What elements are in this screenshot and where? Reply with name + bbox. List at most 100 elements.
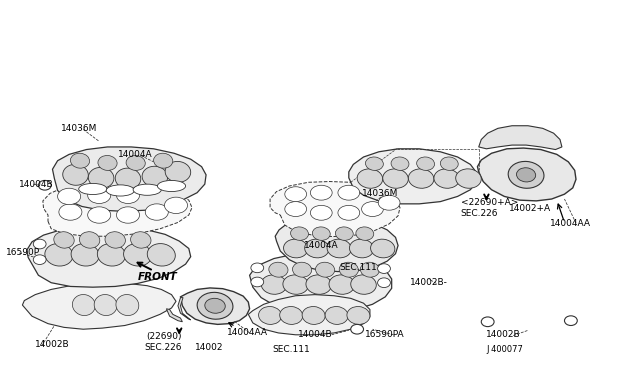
Ellipse shape — [310, 205, 332, 220]
Polygon shape — [166, 309, 182, 322]
Ellipse shape — [116, 295, 139, 315]
Ellipse shape — [347, 307, 370, 324]
Ellipse shape — [59, 204, 82, 220]
Ellipse shape — [291, 227, 308, 240]
Polygon shape — [43, 182, 192, 236]
Polygon shape — [275, 218, 398, 272]
Ellipse shape — [98, 155, 117, 170]
Ellipse shape — [205, 298, 225, 313]
Polygon shape — [477, 148, 576, 201]
Ellipse shape — [58, 188, 81, 205]
Ellipse shape — [365, 157, 383, 170]
Text: (22690): (22690) — [146, 332, 181, 341]
Ellipse shape — [325, 307, 348, 324]
Ellipse shape — [157, 180, 186, 192]
Ellipse shape — [88, 187, 111, 203]
Ellipse shape — [251, 263, 264, 273]
Text: 16590PA: 16590PA — [365, 330, 404, 339]
Ellipse shape — [434, 169, 460, 188]
Ellipse shape — [378, 264, 390, 273]
Ellipse shape — [251, 277, 264, 287]
Ellipse shape — [72, 295, 95, 315]
Ellipse shape — [88, 167, 114, 188]
Ellipse shape — [71, 244, 99, 266]
Ellipse shape — [116, 207, 140, 223]
Ellipse shape — [335, 227, 353, 240]
Text: 14036M: 14036M — [61, 124, 97, 133]
Text: J 400077: J 400077 — [486, 345, 524, 354]
Text: 14002B-: 14002B- — [410, 278, 447, 287]
Ellipse shape — [79, 183, 107, 195]
Ellipse shape — [351, 324, 364, 334]
Ellipse shape — [285, 187, 307, 202]
Ellipse shape — [306, 275, 332, 294]
Ellipse shape — [312, 227, 330, 240]
Ellipse shape — [417, 157, 435, 170]
Ellipse shape — [261, 275, 287, 294]
Ellipse shape — [94, 295, 117, 315]
Ellipse shape — [481, 317, 494, 327]
Ellipse shape — [383, 169, 408, 188]
Ellipse shape — [79, 232, 100, 248]
Ellipse shape — [97, 244, 125, 266]
Ellipse shape — [408, 169, 434, 188]
Polygon shape — [180, 288, 250, 324]
Text: SEC.111: SEC.111 — [272, 345, 310, 354]
Ellipse shape — [106, 185, 134, 196]
Polygon shape — [22, 283, 176, 329]
Ellipse shape — [269, 262, 288, 277]
Text: 14002: 14002 — [195, 343, 224, 352]
Ellipse shape — [316, 262, 335, 277]
Text: 14004A: 14004A — [304, 241, 339, 250]
Ellipse shape — [338, 185, 360, 200]
Ellipse shape — [165, 161, 191, 182]
Ellipse shape — [33, 239, 46, 249]
Polygon shape — [270, 182, 400, 237]
Text: FRONT: FRONT — [138, 272, 177, 282]
Ellipse shape — [351, 275, 376, 294]
Ellipse shape — [45, 244, 73, 266]
Ellipse shape — [284, 239, 308, 258]
Ellipse shape — [516, 168, 536, 182]
Ellipse shape — [378, 195, 400, 210]
Ellipse shape — [115, 168, 141, 189]
Ellipse shape — [508, 161, 544, 188]
Ellipse shape — [329, 275, 355, 294]
Polygon shape — [178, 298, 191, 320]
Ellipse shape — [349, 239, 374, 258]
Ellipse shape — [285, 202, 307, 217]
Ellipse shape — [362, 202, 383, 217]
Polygon shape — [52, 147, 206, 211]
Ellipse shape — [356, 227, 374, 240]
Ellipse shape — [310, 185, 332, 200]
Ellipse shape — [124, 244, 152, 266]
Text: <22690+A>: <22690+A> — [461, 198, 518, 207]
Text: SEC.111: SEC.111 — [339, 263, 377, 272]
Ellipse shape — [259, 307, 282, 324]
Ellipse shape — [147, 244, 175, 266]
Ellipse shape — [116, 187, 140, 203]
Ellipse shape — [378, 278, 390, 288]
Ellipse shape — [283, 275, 308, 294]
Ellipse shape — [197, 292, 233, 319]
Ellipse shape — [339, 262, 358, 277]
Ellipse shape — [371, 239, 395, 258]
Text: 14036M: 14036M — [362, 189, 398, 198]
Ellipse shape — [357, 169, 383, 188]
Ellipse shape — [302, 307, 325, 324]
Ellipse shape — [327, 239, 351, 258]
Ellipse shape — [456, 169, 481, 188]
Ellipse shape — [154, 153, 173, 168]
Polygon shape — [27, 226, 191, 287]
Ellipse shape — [440, 157, 458, 170]
Text: 14004AA: 14004AA — [550, 219, 591, 228]
Ellipse shape — [360, 262, 380, 277]
Ellipse shape — [33, 255, 46, 264]
Ellipse shape — [38, 180, 51, 190]
Ellipse shape — [70, 153, 90, 168]
Ellipse shape — [63, 164, 88, 185]
Text: 16590P: 16590P — [6, 248, 40, 257]
Text: 14004A: 14004A — [118, 150, 153, 159]
Ellipse shape — [564, 316, 577, 326]
Ellipse shape — [54, 232, 74, 248]
